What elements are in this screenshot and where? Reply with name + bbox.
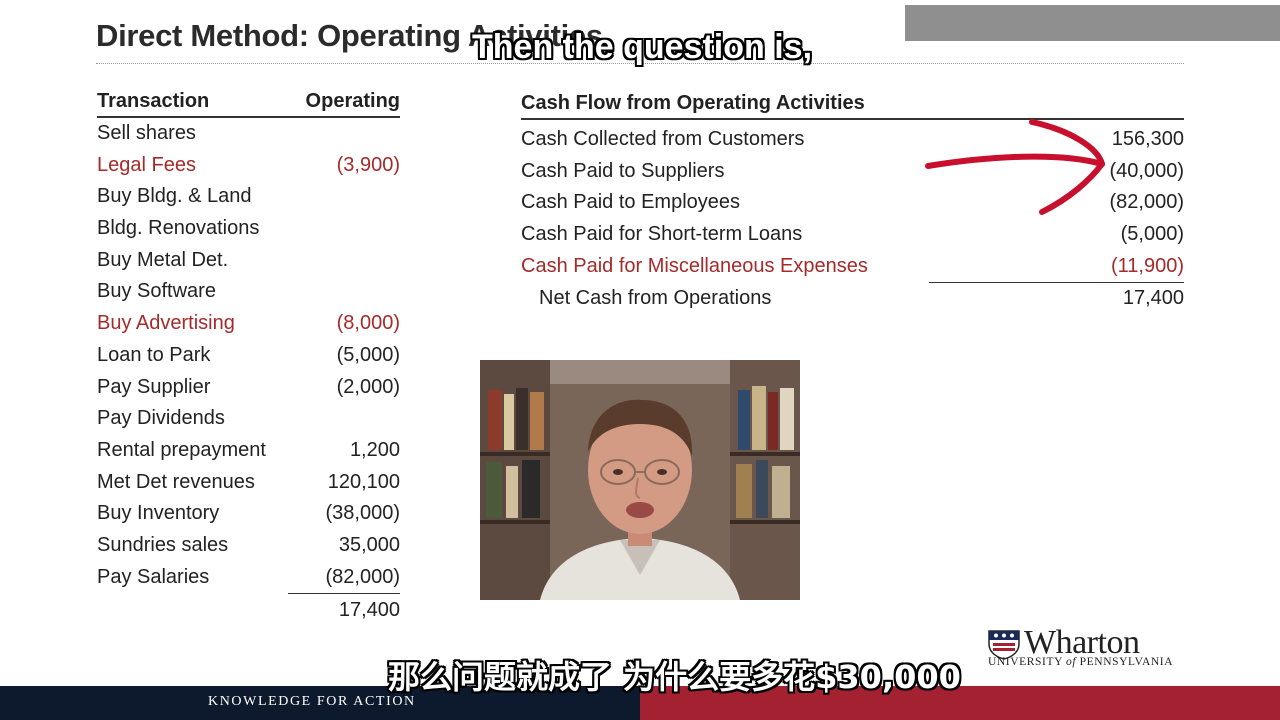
table-row: Pay Supplier (2,000) bbox=[97, 372, 400, 404]
operating-amount: 120,100 bbox=[327, 470, 400, 493]
transaction-label: Pay Salaries bbox=[97, 565, 210, 588]
net-cash-row: Net Cash from Operations 17,400 bbox=[521, 282, 1184, 314]
transaction-label: Buy Metal Det. bbox=[97, 248, 229, 271]
table-row: Sell shares bbox=[97, 118, 400, 150]
operating-amount bbox=[310, 181, 400, 213]
cash-flow-amount: (82,000) bbox=[1109, 191, 1185, 214]
transaction-label: Pay Supplier bbox=[97, 375, 211, 398]
logo-sub-suffix: PENNSYLVANIA bbox=[1076, 656, 1174, 668]
operating-amount bbox=[310, 213, 400, 245]
table-row: Cash Paid to Suppliers (40,000) bbox=[521, 156, 1184, 188]
operating-amount: 35,000 bbox=[338, 533, 400, 556]
transaction-label: Pay Dividends bbox=[97, 407, 225, 430]
wharton-wordmark: Wharton bbox=[1024, 624, 1140, 661]
operating-amount: (2,000) bbox=[336, 375, 400, 398]
video-overlay-bar bbox=[905, 5, 1280, 41]
table-row: Buy Software bbox=[97, 276, 400, 308]
table-row: Cash Collected from Customers 156,300 bbox=[521, 124, 1184, 156]
cash-flow-amount: (40,000) bbox=[1109, 159, 1185, 182]
net-cash-label: Net Cash from Operations bbox=[539, 287, 772, 310]
table-row: Buy Bldg. & Land bbox=[97, 181, 400, 213]
transaction-label: Buy Software bbox=[97, 280, 216, 303]
cash-flow-header: Cash Flow from Operating Activities bbox=[521, 92, 1184, 120]
transaction-label: Buy Advertising bbox=[97, 312, 235, 335]
footer-bar-navy bbox=[0, 686, 640, 720]
table-row: Cash Paid for Short-term Loans (5,000) bbox=[521, 219, 1184, 251]
wharton-logo: Wharton UNIVERSITY of PENNSYLVANIA bbox=[988, 624, 1193, 672]
transaction-column-header: Transaction bbox=[97, 90, 210, 112]
transaction-label: Rental prepayment bbox=[97, 438, 266, 461]
transaction-label: Buy Bldg. & Land bbox=[97, 185, 252, 208]
operating-amount: (3,900) bbox=[336, 153, 400, 176]
table-row: Loan to Park (5,000) bbox=[97, 340, 400, 372]
table-row: Bldg. Renovations bbox=[97, 213, 400, 245]
transaction-table-body: Sell shares Legal Fees (3,900) Buy Bldg. & … bbox=[97, 118, 400, 593]
footer-tagline: KNOWLEDGE FOR ACTION bbox=[208, 694, 416, 709]
transaction-table: Transaction Operating Sell shares Legal F… bbox=[97, 90, 400, 625]
operating-amount: 1,200 bbox=[349, 438, 400, 461]
net-cash-amount: 17,400 bbox=[1122, 287, 1184, 310]
table-row: Pay Salaries (82,000) bbox=[97, 562, 400, 594]
cash-flow-amount: 156,300 bbox=[1111, 128, 1184, 150]
wharton-university-line: UNIVERSITY of PENNSYLVANIA bbox=[988, 656, 1173, 668]
cash-flow-amount: (5,000) bbox=[1120, 223, 1184, 246]
transaction-label: Loan to Park bbox=[97, 343, 211, 366]
table-row: Rental prepayment 1,200 bbox=[97, 435, 400, 467]
red-arrow-annotation bbox=[925, 119, 1105, 215]
operating-column-header: Operating bbox=[305, 90, 400, 112]
table-row: Buy Metal Det. bbox=[97, 245, 400, 277]
table-row: Pay Dividends bbox=[97, 403, 400, 435]
cash-flow-label: Cash Collected from Customers bbox=[521, 128, 805, 150]
cash-flow-body: Cash Collected from Customers 156,300 Cash… bbox=[521, 120, 1184, 282]
operating-amount: (8,000) bbox=[336, 312, 400, 335]
operating-amount bbox=[310, 403, 400, 435]
transaction-table-header: Transaction Operating bbox=[97, 90, 400, 118]
chinese-subtitle: 那么问题就成了 为什么要多花$30,000 bbox=[388, 658, 961, 696]
arrow-lower-stroke bbox=[1039, 161, 1105, 215]
table-row: Buy Advertising (8,000) bbox=[97, 308, 400, 340]
operating-amount bbox=[310, 245, 400, 277]
table-row: Buy Inventory (38,000) bbox=[97, 498, 400, 530]
table-row: Cash Paid to Employees (82,000) bbox=[521, 187, 1184, 219]
operating-amount bbox=[310, 118, 400, 150]
logo-sub-of: of bbox=[1066, 656, 1077, 668]
transaction-label: Bldg. Renovations bbox=[97, 217, 260, 240]
transaction-label: Sundries sales bbox=[97, 533, 229, 556]
footer-bar-red bbox=[640, 686, 1280, 720]
arrow-upper-stroke bbox=[1029, 119, 1105, 167]
operating-amount: (82,000) bbox=[325, 565, 401, 588]
speaker-video bbox=[480, 360, 800, 600]
slide-title: Direct Method: Operating Activities bbox=[96, 18, 603, 53]
cash-flow-table: Cash Flow from Operating Activities Cash… bbox=[521, 92, 1184, 314]
transaction-label: Met Det revenues bbox=[97, 470, 255, 493]
operating-amount: (38,000) bbox=[325, 502, 401, 525]
cash-flow-label: Cash Paid for Short-term Loans bbox=[521, 223, 803, 246]
transaction-label: Sell shares bbox=[97, 122, 196, 144]
operating-amount: (5,000) bbox=[336, 343, 400, 366]
cash-flow-amount: (11,900) bbox=[1110, 254, 1184, 277]
table-row: Cash Paid for Miscellaneous Expenses (11,… bbox=[521, 251, 1184, 283]
operating-amount bbox=[310, 276, 400, 308]
arrow-shaft-stroke bbox=[925, 153, 1105, 169]
cash-flow-label: Cash Paid for Miscellaneous Expenses bbox=[521, 254, 868, 277]
logo-sub-prefix: UNIVERSITY bbox=[988, 656, 1067, 668]
table-row: Legal Fees (3,900) bbox=[97, 150, 400, 182]
speaker-image bbox=[480, 360, 800, 600]
cash-flow-label: Cash Paid to Employees bbox=[521, 191, 741, 214]
transaction-label: Buy Inventory bbox=[97, 502, 220, 525]
table-row: Sundries sales 35,000 bbox=[97, 530, 400, 562]
title-divider bbox=[96, 63, 1184, 64]
transaction-total: 17,400 bbox=[97, 593, 400, 625]
table-row: Met Det revenues 120,100 bbox=[97, 467, 400, 499]
penn-shield-icon bbox=[988, 630, 1020, 660]
english-subtitle: Then the question is, bbox=[472, 28, 813, 66]
transaction-label: Legal Fees bbox=[97, 153, 196, 176]
cash-flow-label: Cash Paid to Suppliers bbox=[521, 159, 725, 182]
